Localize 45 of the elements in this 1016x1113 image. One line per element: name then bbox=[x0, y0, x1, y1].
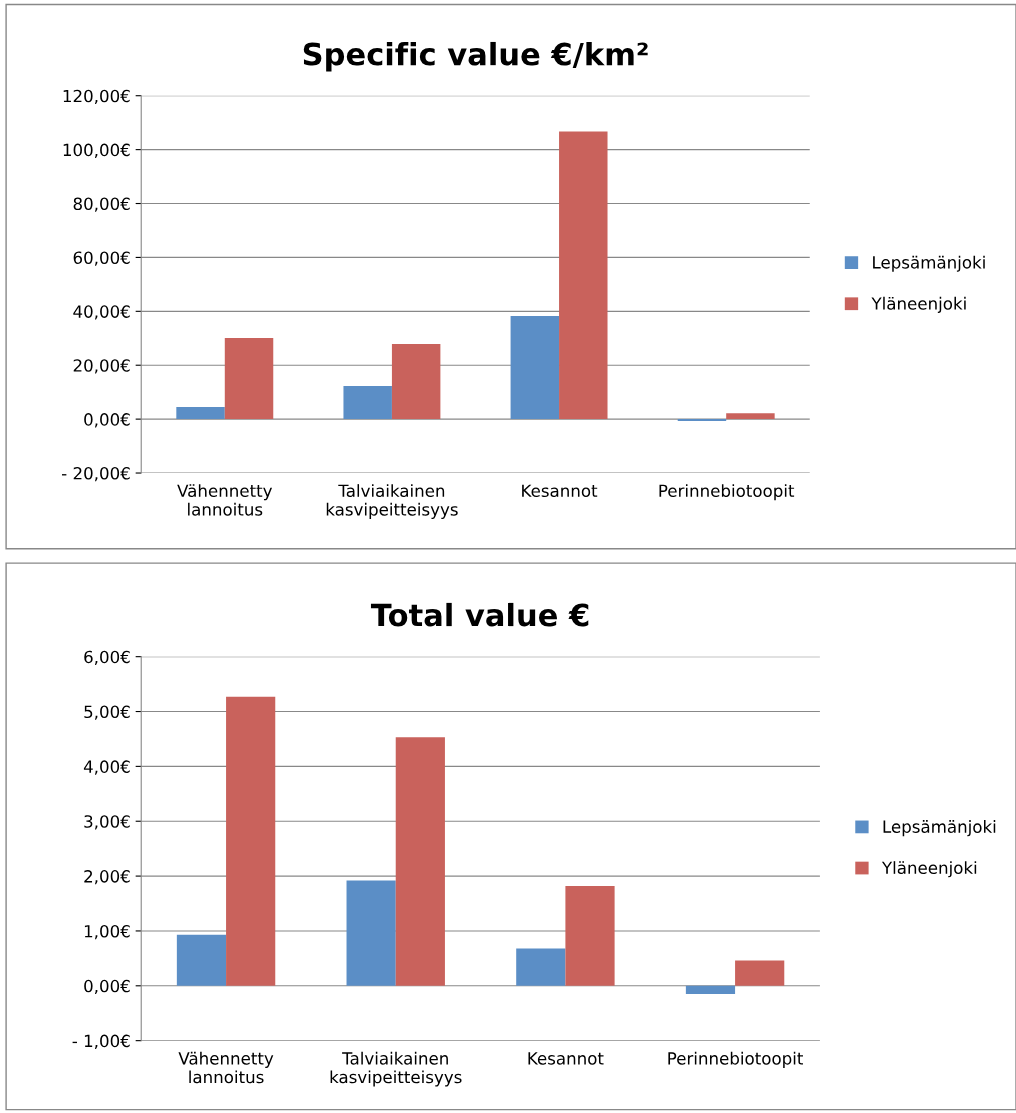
bar bbox=[510, 315, 560, 420]
bar bbox=[685, 985, 736, 995]
x-tick-label: Talviaikainen kasvipeitteisyys bbox=[330, 1051, 462, 1087]
bar bbox=[395, 737, 445, 986]
legend-label: Yläneenjoki bbox=[881, 861, 977, 878]
legend-label: Lepsämänjoki bbox=[883, 820, 996, 837]
x-tick-label: Perinnebiotoopit bbox=[668, 1051, 803, 1068]
bar bbox=[176, 934, 227, 986]
x-tick-label: Vähennetty lannoitus bbox=[178, 1051, 274, 1084]
bar bbox=[391, 343, 441, 420]
x-tick-label: Perinnebiotoopit bbox=[659, 484, 795, 501]
bar bbox=[559, 131, 608, 420]
y-tick-label: - 1,00€ bbox=[72, 1034, 130, 1049]
legend-label: Lepsämänjoki bbox=[873, 255, 985, 272]
y-tick-label: 5,00€ bbox=[84, 705, 130, 720]
x-tick-label: Talviaikainen kasvipeitteisyys bbox=[326, 484, 458, 519]
x-tick-label: Vähennetty lannoitus bbox=[177, 484, 273, 516]
bar bbox=[735, 960, 785, 986]
legend-label: Yläneenjoki bbox=[871, 296, 966, 313]
y-tick-label: 100,00€ bbox=[63, 143, 130, 158]
y-tick-label: 3,00€ bbox=[84, 815, 130, 830]
y-tick-label: 0,00€ bbox=[84, 413, 130, 428]
y-tick-label: 40,00€ bbox=[73, 305, 130, 320]
y-tick-label: 80,00€ bbox=[73, 197, 130, 212]
y-tick-label: 120,00€ bbox=[63, 89, 130, 104]
y-tick-label: 20,00€ bbox=[73, 359, 130, 374]
bar bbox=[226, 696, 276, 986]
y-tick-label: 1,00€ bbox=[84, 924, 130, 940]
bar bbox=[343, 385, 392, 420]
chart-title: Specific value €/km² bbox=[303, 41, 648, 72]
x-tick-label: Kesannot bbox=[528, 1052, 604, 1065]
bar bbox=[565, 885, 615, 986]
y-tick-label: 0,00€ bbox=[84, 979, 130, 995]
bar bbox=[346, 880, 396, 986]
y-tick-label: 6,00€ bbox=[84, 650, 130, 665]
y-tick-label: 2,00€ bbox=[84, 870, 130, 885]
chart-title: Total value € bbox=[370, 602, 589, 627]
y-tick-label: 4,00€ bbox=[83, 760, 130, 775]
x-tick-label: Kesannot bbox=[522, 484, 598, 498]
bar bbox=[224, 338, 274, 420]
bar bbox=[516, 948, 566, 986]
y-tick-label: 60,00€ bbox=[73, 251, 130, 266]
bar bbox=[176, 407, 225, 420]
bar bbox=[726, 413, 775, 420]
y-tick-label: - 20,00€ bbox=[61, 466, 130, 482]
